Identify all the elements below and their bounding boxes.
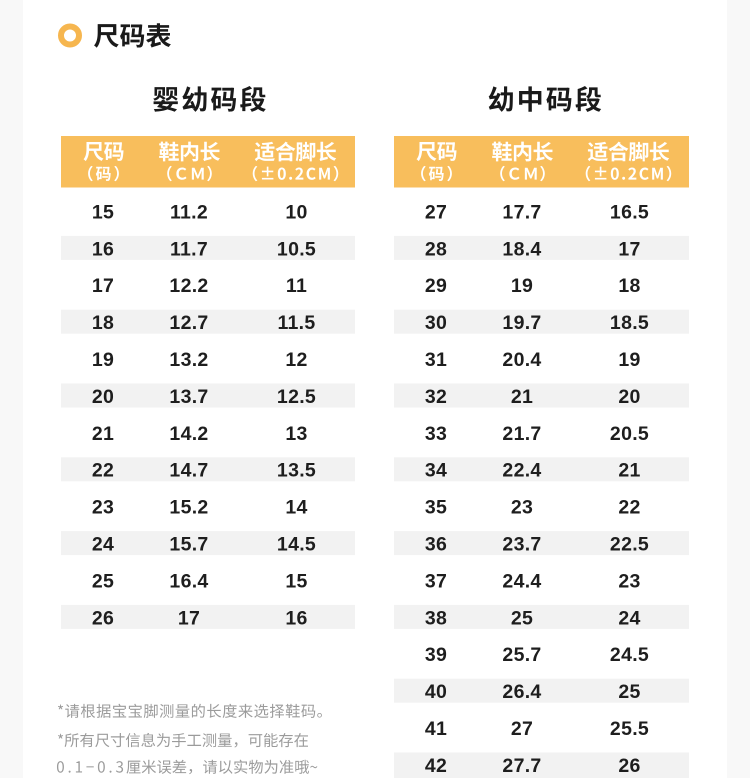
svg-text:14.2: 14.2: [169, 423, 208, 445]
svg-text:24: 24: [618, 607, 640, 629]
svg-text:13: 13: [285, 423, 307, 445]
svg-text:42: 42: [425, 755, 447, 777]
svg-text:20.4: 20.4: [502, 349, 541, 371]
svg-text:41: 41: [425, 718, 447, 740]
svg-text:19: 19: [511, 275, 533, 297]
svg-text:15.2: 15.2: [169, 497, 208, 519]
svg-text:10: 10: [285, 201, 307, 223]
svg-text:22.4: 22.4: [502, 460, 541, 482]
svg-text:17.7: 17.7: [502, 201, 541, 223]
svg-text:22.5: 22.5: [610, 534, 649, 556]
svg-text:25.5: 25.5: [610, 718, 649, 740]
svg-text:19.7: 19.7: [502, 312, 541, 334]
svg-text:12: 12: [285, 349, 307, 371]
svg-text:23.7: 23.7: [502, 534, 541, 556]
svg-text:21: 21: [92, 423, 114, 445]
svg-text:29: 29: [425, 275, 447, 297]
svg-text:16.4: 16.4: [169, 570, 208, 592]
svg-text:16: 16: [285, 607, 307, 629]
svg-text:15: 15: [285, 570, 307, 592]
svg-text:20.5: 20.5: [610, 423, 649, 445]
svg-text:17: 17: [178, 607, 200, 629]
svg-text:32: 32: [425, 386, 447, 408]
svg-text:12.2: 12.2: [169, 275, 208, 297]
svg-text:31: 31: [425, 349, 447, 371]
svg-text:23: 23: [618, 570, 640, 592]
svg-text:26.4: 26.4: [502, 681, 541, 703]
svg-text:40: 40: [425, 681, 447, 703]
svg-text:28: 28: [425, 238, 447, 260]
svg-text:11.2: 11.2: [170, 201, 208, 223]
svg-text:37: 37: [425, 570, 447, 592]
svg-text:18.4: 18.4: [502, 238, 541, 260]
svg-text:21: 21: [511, 386, 533, 408]
svg-text:25: 25: [511, 607, 533, 629]
svg-text:25.7: 25.7: [502, 644, 541, 666]
svg-text:13.5: 13.5: [277, 460, 316, 482]
svg-text:16.5: 16.5: [610, 201, 649, 223]
svg-text:12.5: 12.5: [277, 386, 316, 408]
svg-text:20: 20: [618, 386, 640, 408]
svg-text:16: 16: [92, 238, 114, 260]
svg-text:17: 17: [618, 238, 640, 260]
svg-text:11.7: 11.7: [170, 238, 208, 260]
svg-text:38: 38: [425, 607, 447, 629]
svg-text:27: 27: [425, 201, 447, 223]
svg-text:26: 26: [618, 755, 640, 777]
svg-text:11: 11: [286, 275, 307, 297]
svg-text:14.5: 14.5: [277, 534, 316, 556]
svg-text:25: 25: [92, 570, 114, 592]
svg-text:17: 17: [92, 275, 114, 297]
svg-text:24.4: 24.4: [502, 570, 541, 592]
svg-text:30: 30: [425, 312, 447, 334]
svg-text:11.5: 11.5: [277, 312, 315, 334]
svg-text:33: 33: [425, 423, 447, 445]
svg-text:19: 19: [92, 349, 114, 371]
svg-text:13.2: 13.2: [169, 349, 208, 371]
svg-text:23: 23: [511, 497, 533, 519]
svg-text:36: 36: [425, 534, 447, 556]
svg-text:14.7: 14.7: [169, 460, 208, 482]
svg-text:10.5: 10.5: [277, 238, 316, 260]
svg-text:23: 23: [92, 497, 114, 519]
svg-text:25: 25: [618, 681, 640, 703]
svg-text:27.7: 27.7: [502, 755, 541, 777]
svg-text:24.5: 24.5: [610, 644, 649, 666]
svg-text:24: 24: [92, 534, 114, 556]
svg-text:15.7: 15.7: [169, 534, 208, 556]
svg-text:21: 21: [618, 460, 640, 482]
svg-text:27: 27: [511, 718, 533, 740]
svg-text:18.5: 18.5: [610, 312, 649, 334]
svg-text:34: 34: [425, 460, 447, 482]
svg-text:39: 39: [425, 644, 447, 666]
svg-text:14: 14: [285, 497, 307, 519]
svg-text:22: 22: [92, 460, 114, 482]
svg-text:15: 15: [92, 201, 114, 223]
svg-text:22: 22: [618, 497, 640, 519]
svg-text:20: 20: [92, 386, 114, 408]
svg-text:19: 19: [618, 349, 640, 371]
svg-text:18: 18: [618, 275, 640, 297]
svg-text:35: 35: [425, 497, 447, 519]
svg-text:26: 26: [92, 607, 114, 629]
svg-text:21.7: 21.7: [502, 423, 541, 445]
svg-text:12.7: 12.7: [169, 312, 208, 334]
svg-text:13.7: 13.7: [169, 386, 208, 408]
svg-text:18: 18: [92, 312, 114, 334]
